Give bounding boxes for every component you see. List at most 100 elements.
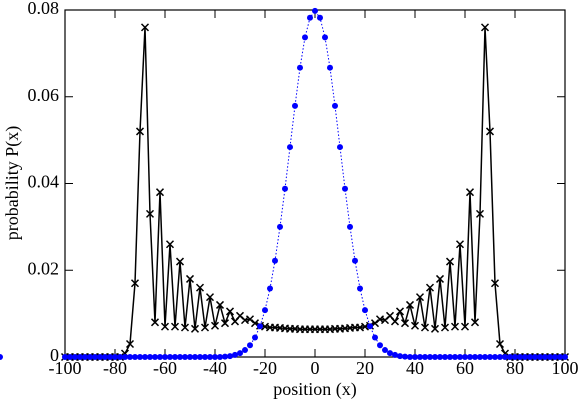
circle-marker bbox=[202, 354, 208, 360]
circle-marker bbox=[437, 354, 443, 360]
x-marker bbox=[420, 323, 430, 332]
circle-marker bbox=[277, 223, 283, 230]
circle-marker bbox=[372, 334, 378, 341]
x-tick-label: 60 bbox=[456, 358, 474, 378]
circle-marker bbox=[482, 354, 488, 360]
x-marker bbox=[150, 318, 160, 327]
circle-marker bbox=[207, 354, 213, 360]
x-tick-label: 80 bbox=[506, 358, 524, 378]
x-marker bbox=[160, 322, 170, 331]
x-tick-label: -60 bbox=[153, 358, 177, 378]
x-tick-label: 40 bbox=[406, 358, 424, 378]
circle-marker bbox=[137, 354, 143, 360]
series-line bbox=[65, 27, 565, 358]
circle-marker bbox=[422, 354, 428, 360]
x-marker bbox=[485, 127, 495, 136]
circle-marker bbox=[392, 351, 398, 358]
x-marker bbox=[495, 339, 505, 349]
x-marker bbox=[410, 321, 420, 330]
circle-marker bbox=[427, 354, 433, 360]
plot-frame bbox=[64, 9, 566, 358]
circle-marker bbox=[332, 102, 338, 109]
x-tick-label: 20 bbox=[356, 358, 374, 378]
circle-marker bbox=[182, 354, 188, 360]
x-marker bbox=[405, 300, 415, 309]
circle-marker bbox=[112, 354, 118, 360]
circle-marker bbox=[517, 354, 523, 360]
x-marker bbox=[200, 323, 210, 332]
x-marker bbox=[225, 307, 235, 316]
x-marker bbox=[440, 323, 450, 332]
x-marker bbox=[145, 209, 155, 218]
circle-marker bbox=[117, 354, 123, 360]
circle-marker bbox=[352, 257, 358, 264]
circle-marker bbox=[122, 354, 128, 360]
circle-marker bbox=[527, 354, 533, 360]
circle-marker bbox=[417, 354, 423, 360]
x-marker bbox=[475, 209, 485, 218]
circle-marker bbox=[387, 350, 393, 357]
circle-marker bbox=[522, 354, 528, 360]
circle-marker bbox=[367, 323, 373, 330]
x-marker bbox=[185, 274, 195, 283]
circle-marker bbox=[262, 307, 268, 314]
circle-marker bbox=[337, 144, 343, 151]
circle-marker bbox=[382, 347, 388, 354]
circle-marker bbox=[492, 354, 498, 360]
circle-marker bbox=[362, 307, 368, 314]
circle-marker bbox=[452, 354, 458, 360]
x-marker bbox=[155, 188, 165, 197]
circle-marker bbox=[142, 354, 148, 360]
y-tick-label: 0.04 bbox=[28, 172, 60, 192]
x-tick-label: -40 bbox=[203, 358, 227, 378]
x-tick-label: 0 bbox=[311, 358, 320, 378]
x-marker bbox=[215, 300, 225, 309]
circle-marker bbox=[497, 354, 503, 360]
x-marker bbox=[435, 274, 445, 283]
y-axis-label: probability P(x) bbox=[2, 126, 23, 241]
circle-marker bbox=[562, 354, 568, 360]
circle-marker bbox=[327, 64, 333, 71]
circle-marker bbox=[237, 350, 243, 357]
circle-marker bbox=[217, 354, 223, 360]
circle-marker bbox=[72, 354, 78, 360]
circle-marker bbox=[407, 354, 413, 360]
x-tick-label: -20 bbox=[253, 358, 277, 378]
circle-marker bbox=[477, 354, 483, 360]
circle-marker bbox=[487, 354, 493, 360]
circle-marker bbox=[212, 354, 218, 360]
circle-marker bbox=[457, 354, 463, 360]
circle-marker bbox=[317, 14, 323, 21]
y-tick-label: 0.02 bbox=[28, 258, 60, 278]
x-marker bbox=[170, 322, 180, 331]
circle-marker bbox=[192, 354, 198, 360]
circle-marker bbox=[547, 354, 553, 360]
x-tick-label: -100 bbox=[49, 358, 82, 378]
circle-marker bbox=[232, 351, 238, 358]
x-marker bbox=[425, 283, 435, 292]
circle-marker bbox=[107, 354, 113, 360]
circle-marker bbox=[257, 323, 263, 330]
x-marker bbox=[450, 322, 460, 331]
x-tick-label: -80 bbox=[103, 358, 127, 378]
circle-marker bbox=[307, 14, 313, 21]
circle-marker bbox=[442, 354, 448, 360]
circle-marker bbox=[282, 185, 288, 192]
circle-marker bbox=[152, 354, 158, 360]
circle-marker bbox=[82, 354, 88, 360]
circle-marker bbox=[132, 354, 138, 360]
circle-marker bbox=[267, 285, 273, 292]
circle-marker bbox=[127, 354, 133, 360]
circle-marker bbox=[97, 354, 103, 360]
x-marker bbox=[135, 127, 145, 136]
x-marker bbox=[140, 23, 150, 32]
circle-marker bbox=[177, 354, 183, 360]
circle-marker bbox=[292, 102, 298, 109]
circle-marker bbox=[0, 354, 3, 360]
circle-marker bbox=[537, 354, 543, 360]
circle-marker bbox=[397, 353, 403, 360]
x-marker bbox=[130, 279, 140, 288]
circle-marker bbox=[197, 354, 203, 360]
circle-marker bbox=[347, 223, 353, 230]
